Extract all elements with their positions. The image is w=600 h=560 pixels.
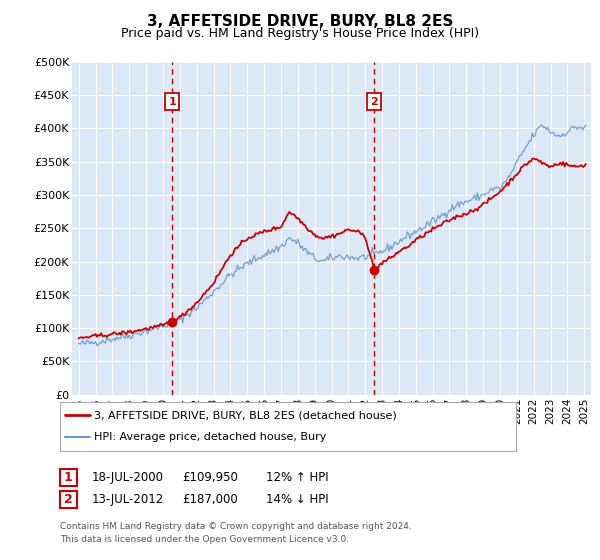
Text: 2: 2 [370, 96, 378, 106]
Text: £187,000: £187,000 [182, 493, 238, 506]
Text: 13-JUL-2012: 13-JUL-2012 [92, 493, 164, 506]
Text: 1: 1 [64, 470, 73, 484]
Text: HPI: Average price, detached house, Bury: HPI: Average price, detached house, Bury [94, 432, 326, 442]
Text: 1: 1 [168, 96, 176, 106]
Text: 2: 2 [64, 493, 73, 506]
Text: 3, AFFETSIDE DRIVE, BURY, BL8 2ES: 3, AFFETSIDE DRIVE, BURY, BL8 2ES [147, 14, 453, 29]
Text: Price paid vs. HM Land Registry's House Price Index (HPI): Price paid vs. HM Land Registry's House … [121, 27, 479, 40]
Text: 12% ↑ HPI: 12% ↑ HPI [266, 470, 328, 484]
Text: £109,950: £109,950 [182, 470, 238, 484]
Text: 18-JUL-2000: 18-JUL-2000 [92, 470, 164, 484]
Text: Contains HM Land Registry data © Crown copyright and database right 2024.
This d: Contains HM Land Registry data © Crown c… [60, 522, 412, 544]
Text: 14% ↓ HPI: 14% ↓ HPI [266, 493, 328, 506]
Text: 3, AFFETSIDE DRIVE, BURY, BL8 2ES (detached house): 3, AFFETSIDE DRIVE, BURY, BL8 2ES (detac… [94, 410, 397, 421]
